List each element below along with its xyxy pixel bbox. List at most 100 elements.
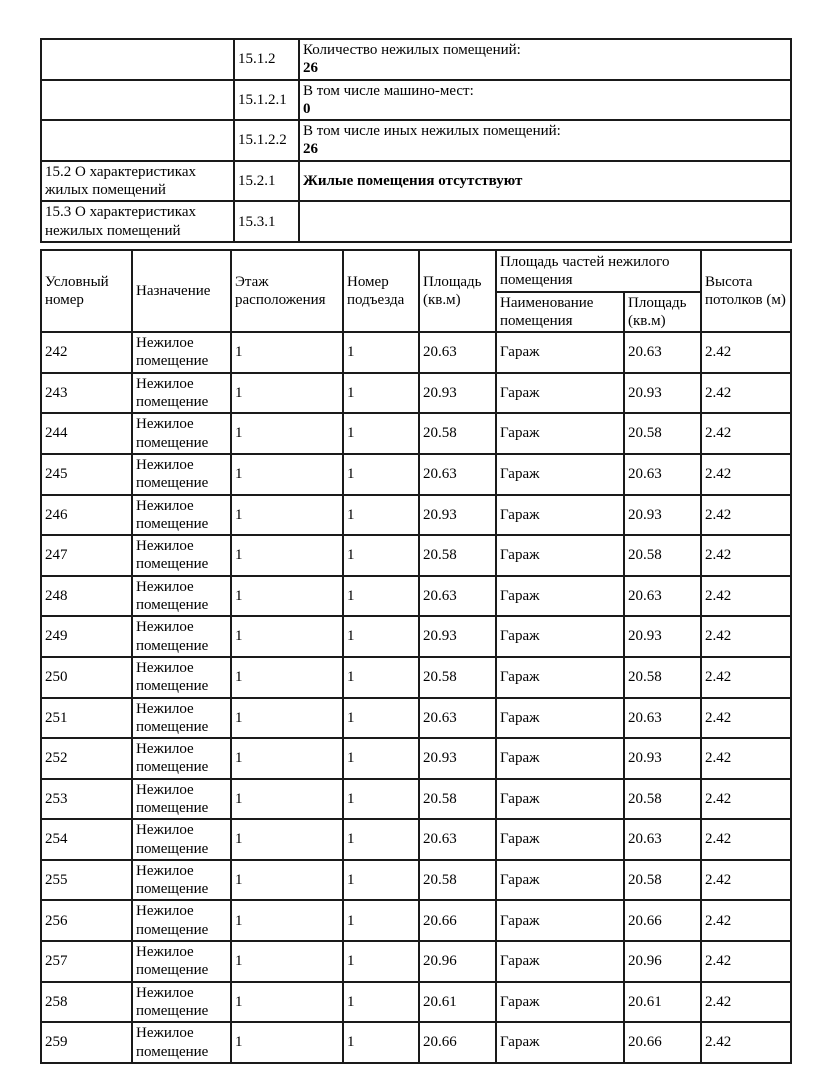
unit-number-cell: 243 — [40, 371, 133, 415]
section-code-cell: 15.2.1 — [233, 159, 300, 203]
purpose-cell: Нежилое помещение — [131, 655, 232, 699]
header-part-name: Наименование помещения — [495, 290, 625, 334]
table-row: 253 Нежилое помещение 1 1 20.58 Гараж 20… — [40, 777, 792, 821]
floor-cell: 1 — [230, 980, 344, 1024]
section-label-cell — [40, 78, 235, 122]
entrance-cell: 1 — [342, 655, 420, 699]
section-content-text: В том числе машино-мест: — [303, 82, 474, 99]
part-area-cell: 20.58 — [623, 534, 702, 577]
entrance-cell: 1 — [342, 371, 420, 415]
purpose-cell: Нежилое помещение — [131, 858, 232, 902]
table-row: 15.1.2 Количество нежилых помещений: 26 — [40, 38, 792, 81]
part-area-cell: 20.96 — [623, 940, 702, 983]
area-cell: 20.66 — [418, 899, 497, 943]
purpose-cell: Нежилое помещение — [131, 899, 232, 943]
unit-number-cell: 256 — [40, 899, 133, 943]
entrance-cell: 1 — [342, 818, 420, 861]
part-name-cell: Гараж — [495, 858, 625, 902]
ceiling-height-cell: 2.42 — [700, 737, 792, 780]
entrance-cell: 1 — [342, 493, 420, 537]
section-label-cell: 15.2 О характеристиках жилых помещений — [40, 159, 235, 203]
part-name-cell: Гараж — [495, 818, 625, 861]
purpose-cell: Нежилое помещение — [131, 412, 232, 455]
floor-cell: 1 — [230, 899, 344, 943]
section-content-text: В том числе иных нежилых помещений: — [303, 123, 561, 140]
units-table-body: 242 Нежилое помещение 1 1 20.63 Гараж 20… — [40, 331, 792, 1064]
table-row: 246 Нежилое помещение 1 1 20.93 Гараж 20… — [40, 493, 792, 537]
entrance-cell: 1 — [342, 534, 420, 577]
area-cell: 20.58 — [418, 655, 497, 699]
part-name-cell: Гараж — [495, 696, 625, 740]
table-row: 251 Нежилое помещение 1 1 20.63 Гараж 20… — [40, 696, 792, 740]
area-cell: 20.93 — [418, 737, 497, 780]
ceiling-height-cell: 2.42 — [700, 615, 792, 658]
area-cell: 20.58 — [418, 534, 497, 577]
area-cell: 20.58 — [418, 412, 497, 455]
part-area-cell: 20.63 — [623, 696, 702, 740]
table-row: 248 Нежилое помещение 1 1 20.63 Гараж 20… — [40, 574, 792, 618]
floor-cell: 1 — [230, 737, 344, 780]
area-cell: 20.93 — [418, 371, 497, 415]
ceiling-height-cell: 2.42 — [700, 940, 792, 983]
purpose-cell: Нежилое помещение — [131, 1021, 232, 1064]
area-cell: 20.63 — [418, 331, 497, 374]
table-row: 252 Нежилое помещение 1 1 20.93 Гараж 20… — [40, 737, 792, 780]
purpose-cell: Нежилое помещение — [131, 777, 232, 821]
unit-number-cell: 254 — [40, 818, 133, 861]
part-name-cell: Гараж — [495, 940, 625, 983]
ceiling-height-cell: 2.42 — [700, 899, 792, 943]
entrance-cell: 1 — [342, 412, 420, 455]
part-area-cell: 20.58 — [623, 777, 702, 821]
unit-number-cell: 253 — [40, 777, 133, 821]
part-area-cell: 20.63 — [623, 452, 702, 496]
unit-number-cell: 248 — [40, 574, 133, 618]
purpose-cell: Нежилое помещение — [131, 615, 232, 658]
part-name-cell: Гараж — [495, 412, 625, 455]
table-row: 250 Нежилое помещение 1 1 20.58 Гараж 20… — [40, 655, 792, 699]
table-row: 247 Нежилое помещение 1 1 20.58 Гараж 20… — [40, 534, 792, 577]
section-content-cell: Количество нежилых помещений: 26 — [298, 38, 792, 81]
part-area-cell: 20.93 — [623, 371, 702, 415]
entrance-cell: 1 — [342, 615, 420, 658]
unit-number-cell: 244 — [40, 412, 133, 455]
entrance-cell: 1 — [342, 452, 420, 496]
part-name-cell: Гараж — [495, 737, 625, 780]
part-name-cell: Гараж — [495, 1021, 625, 1064]
area-cell: 20.96 — [418, 940, 497, 983]
table-row: 242 Нежилое помещение 1 1 20.63 Гараж 20… — [40, 331, 792, 374]
part-area-cell: 20.93 — [623, 737, 702, 780]
part-name-cell: Гараж — [495, 899, 625, 943]
section-code-cell: 15.3.1 — [233, 200, 300, 243]
floor-cell: 1 — [230, 331, 344, 374]
floor-cell: 1 — [230, 858, 344, 902]
area-cell: 20.93 — [418, 615, 497, 658]
ceiling-height-cell: 2.42 — [700, 818, 792, 861]
entrance-cell: 1 — [342, 737, 420, 780]
purpose-cell: Нежилое помещение — [131, 493, 232, 537]
floor-cell: 1 — [230, 1021, 344, 1064]
unit-number-cell: 255 — [40, 858, 133, 902]
table-row: 15.1.2.2 В том числе иных нежилых помеще… — [40, 119, 792, 162]
purpose-cell: Нежилое помещение — [131, 574, 232, 618]
unit-number-cell: 249 — [40, 615, 133, 658]
floor-cell: 1 — [230, 493, 344, 537]
unit-number-cell: 258 — [40, 980, 133, 1024]
table-row: 258 Нежилое помещение 1 1 20.61 Гараж 20… — [40, 980, 792, 1024]
entrance-cell: 1 — [342, 980, 420, 1024]
part-name-cell: Гараж — [495, 493, 625, 537]
part-name-cell: Гараж — [495, 371, 625, 415]
part-name-cell: Гараж — [495, 534, 625, 577]
section-content-cell: В том числе иных нежилых помещений: 26 — [298, 119, 792, 162]
unit-number-cell: 250 — [40, 655, 133, 699]
part-area-cell: 20.66 — [623, 1021, 702, 1064]
area-cell: 20.66 — [418, 1021, 497, 1064]
section-content-cell — [298, 200, 792, 243]
table-row: 254 Нежилое помещение 1 1 20.63 Гараж 20… — [40, 818, 792, 861]
floor-cell: 1 — [230, 655, 344, 699]
section-code-cell: 15.1.2 — [233, 38, 300, 81]
ceiling-height-cell: 2.42 — [700, 534, 792, 577]
area-cell: 20.63 — [418, 696, 497, 740]
header-area: Площадь (кв.м) — [418, 248, 497, 334]
floor-cell: 1 — [230, 371, 344, 415]
part-area-cell: 20.61 — [623, 980, 702, 1024]
